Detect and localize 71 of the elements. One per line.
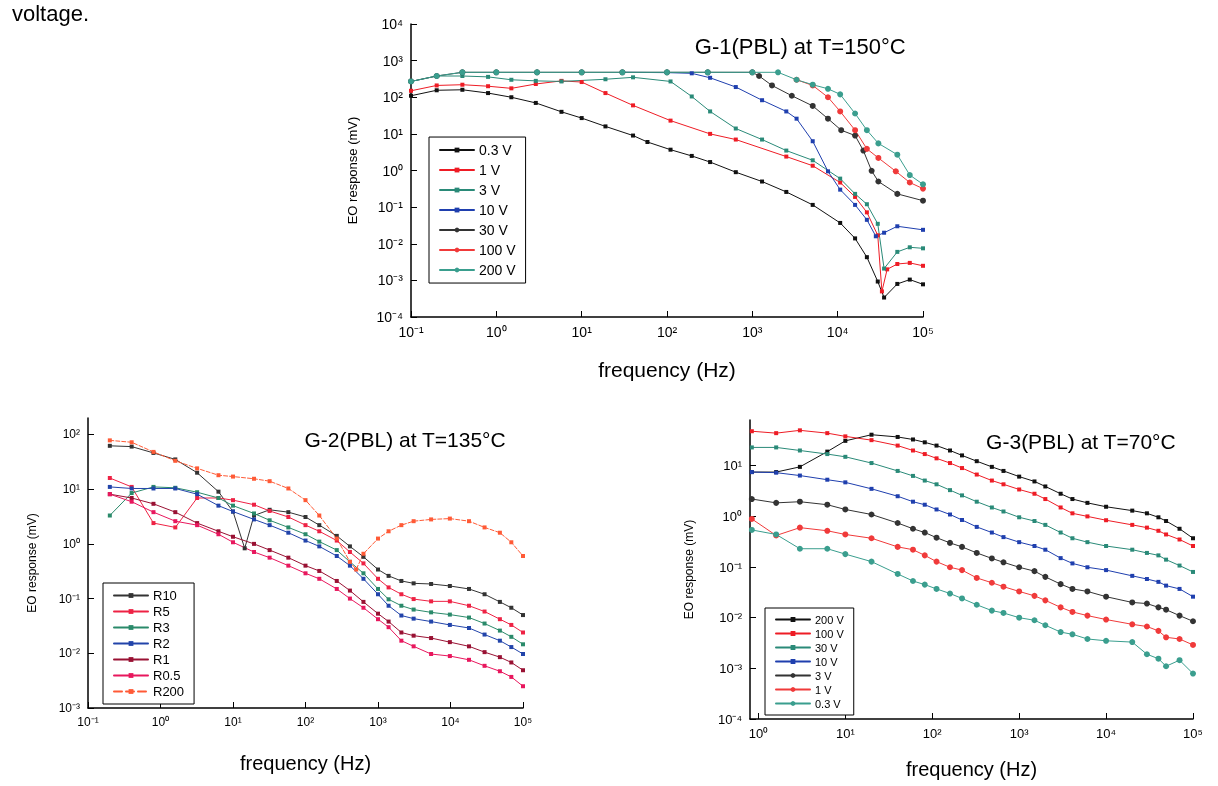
y-tick-label: 10¹ (723, 458, 743, 474)
legend-label: R3 (153, 620, 170, 635)
x-tick-label: 10⁴ (1096, 726, 1117, 741)
y-tick-label: 10⁴ (381, 16, 403, 32)
x-tick-label: 10² (922, 726, 943, 741)
legend-label: 100 V (479, 242, 517, 259)
x-tick-label: 10⁴ (441, 715, 460, 729)
y-tick-label: 10¹ (382, 125, 404, 142)
legend-label: 30 V (479, 222, 509, 239)
y-tick-label: 10⁰ (382, 162, 403, 179)
legend-label: R2 (153, 636, 170, 651)
legend-label: 100 V (815, 627, 845, 640)
legend-label: 200 V (815, 613, 845, 626)
y-axis-title: EO response (mV) (25, 513, 39, 613)
legend-label: 10 V (815, 655, 839, 668)
y-tick-label: 10⁻⁴ (717, 711, 742, 727)
x-tick-label: 10⁵ (513, 715, 533, 729)
legend-label: R10 (153, 588, 177, 603)
y-tick-label: 10⁰ (62, 536, 80, 551)
y-tick-label: 10⁻¹ (58, 591, 80, 606)
y-tick-label: 10¹ (62, 482, 80, 497)
chart-title: G-1(PBL) at T=150°C (694, 33, 906, 59)
y-axis-title: EO response (mV) (345, 116, 360, 225)
y-tick-label: 10⁰ (722, 508, 742, 524)
y-tick-label: 10⁻⁴ (376, 309, 403, 325)
legend-label: R0.5 (153, 668, 181, 683)
legend-label: 10 V (479, 202, 509, 219)
x-tick-label: 10⁻¹ (77, 715, 99, 729)
x-tick-label: 10⁰ (748, 726, 769, 741)
y-tick-label: 10⁻² (58, 646, 80, 661)
y-tick-label: 10³ (382, 52, 404, 69)
y-tick-label: 10⁻¹ (377, 199, 404, 216)
x-tick-label: 10¹ (835, 726, 856, 741)
legend-label: R200 (153, 684, 185, 699)
y-tick-label: 10⁻³ (377, 272, 404, 289)
x-axis-title: frequency (Hz) (239, 752, 372, 774)
x-tick-label: 10³ (1009, 726, 1030, 741)
x-tick-label: 10² (296, 715, 315, 729)
x-tick-label: 10⁰ (486, 324, 507, 340)
y-tick-label: 10⁻² (719, 610, 743, 626)
legend-label: 0.3 V (815, 697, 842, 710)
legend-label: R1 (153, 652, 170, 667)
x-tick-label: 10⁰ (151, 715, 170, 729)
x-tick-label: 10³ (742, 324, 763, 340)
x-tick-label: 10² (656, 324, 678, 340)
y-tick-label: 10² (382, 89, 404, 106)
legend-label: R5 (153, 604, 170, 619)
legend-label: 30 V (815, 641, 839, 654)
legend-label: 0.3 V (479, 142, 513, 159)
legend-label: 1 V (815, 683, 833, 696)
y-tick-label: 10⁻¹ (719, 559, 743, 575)
x-tick-label: 10⁻¹ (398, 324, 424, 340)
x-tick-label: 10⁵ (1183, 726, 1203, 741)
text: G-3(PBL) at T=70°C (986, 430, 1176, 453)
x-axis-title: frequency (Hz) (598, 358, 736, 381)
text: G-2(PBL) at T=135°C (304, 428, 506, 451)
legend-label: 3 V (479, 182, 501, 199)
y-tick-label: 10² (62, 427, 80, 442)
x-tick-label: 10¹ (571, 324, 593, 340)
x-tick-label: 10¹ (224, 715, 242, 729)
y-tick-label: 10⁻³ (58, 701, 80, 715)
legend-label: 200 V (479, 262, 517, 279)
y-tick-label: 10⁻² (377, 235, 404, 252)
x-tick-label: 10⁵ (912, 324, 934, 340)
legend-label: 3 V (815, 669, 833, 682)
x-axis-title: frequency (Hz) (905, 758, 1038, 780)
x-tick-label: 10⁴ (826, 324, 849, 340)
y-axis-title: EO response (mV) (682, 519, 696, 620)
text: voltage. (12, 0, 90, 26)
legend-label: 1 V (479, 162, 501, 179)
y-tick-label: 10⁻³ (719, 660, 743, 676)
